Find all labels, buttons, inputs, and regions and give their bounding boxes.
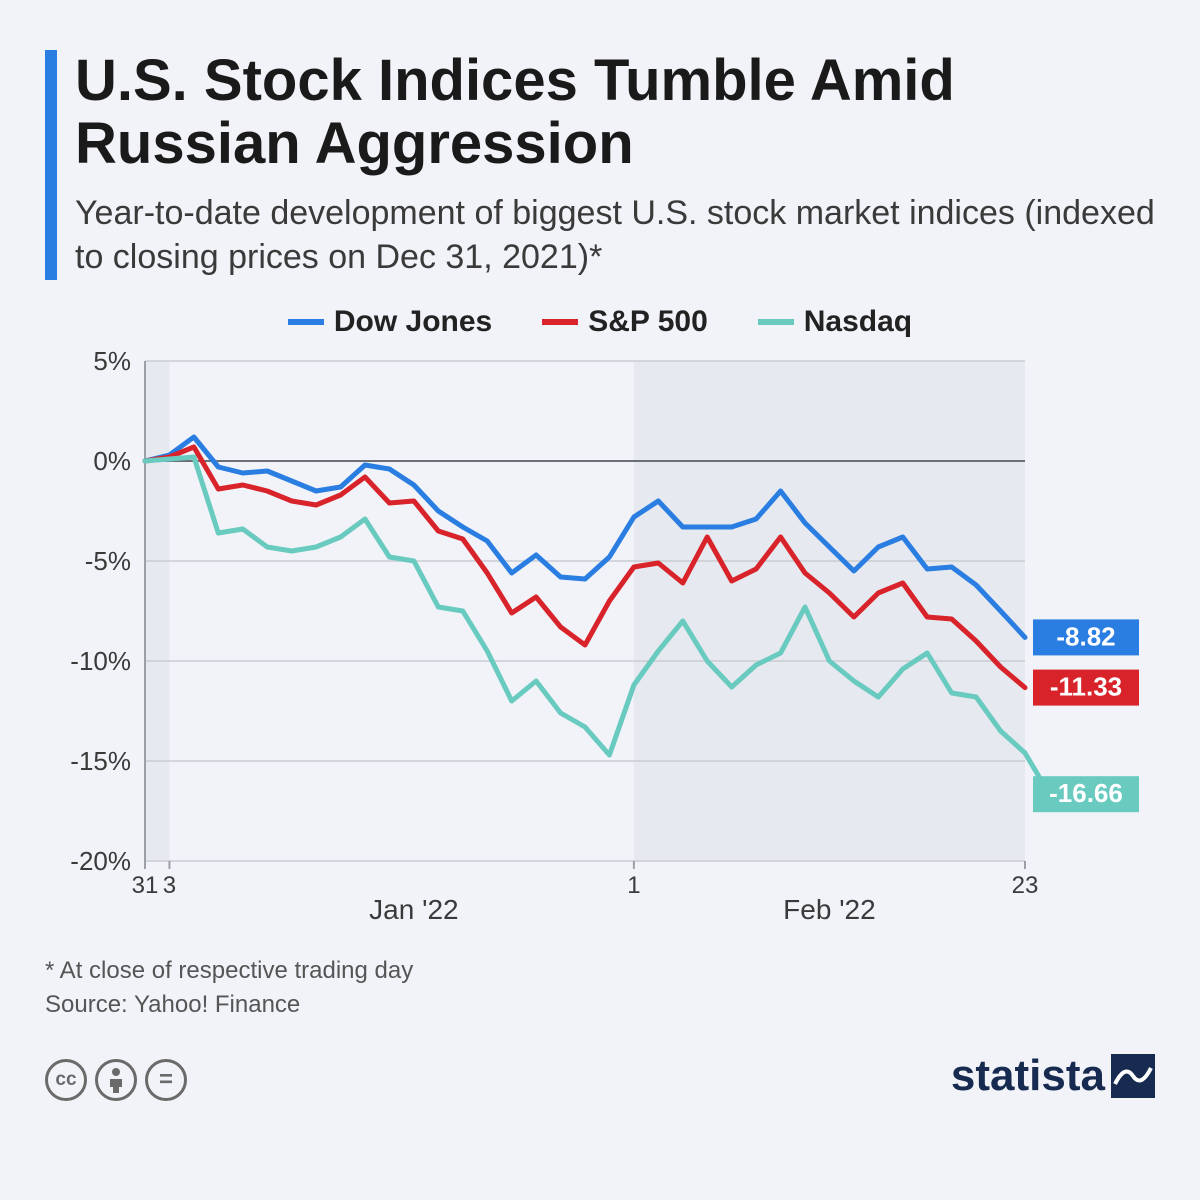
svg-text:-20%: -20% bbox=[70, 846, 131, 876]
by-icon bbox=[95, 1059, 137, 1101]
accent-bar bbox=[45, 50, 57, 280]
svg-text:-16.66: -16.66 bbox=[1049, 778, 1123, 808]
svg-text:-8.82: -8.82 bbox=[1056, 621, 1115, 651]
svg-text:-10%: -10% bbox=[70, 646, 131, 676]
svg-text:3: 3 bbox=[163, 872, 176, 899]
chart-title: U.S. Stock Indices Tumble Amid Russian A… bbox=[75, 50, 1155, 175]
footnote: * At close of respective trading day Sou… bbox=[45, 954, 1155, 1024]
legend-item-sp500: S&P 500 bbox=[542, 305, 708, 339]
cc-icon: cc bbox=[45, 1059, 87, 1101]
legend-label: Dow Jones bbox=[334, 305, 492, 339]
svg-text:0%: 0% bbox=[93, 446, 131, 476]
statista-wave-icon bbox=[1111, 1054, 1155, 1098]
line-chart: 5%0%-5%-10%-15%-20%313123Jan '22Feb '22-… bbox=[45, 351, 1155, 931]
legend-swatch bbox=[288, 319, 324, 325]
header: U.S. Stock Indices Tumble Amid Russian A… bbox=[45, 50, 1155, 280]
statista-logo: statista bbox=[951, 1051, 1155, 1101]
legend-label: S&P 500 bbox=[588, 305, 708, 339]
title-block: U.S. Stock Indices Tumble Amid Russian A… bbox=[75, 50, 1155, 280]
svg-text:Jan '22: Jan '22 bbox=[369, 894, 458, 925]
footnote-line: * At close of respective trading day bbox=[45, 954, 1155, 989]
legend-label: Nasdaq bbox=[804, 305, 912, 339]
source-line: Source: Yahoo! Finance bbox=[45, 988, 1155, 1023]
legend-item-dowjones: Dow Jones bbox=[288, 305, 492, 339]
chart-container: 5%0%-5%-10%-15%-20%313123Jan '22Feb '22-… bbox=[45, 351, 1155, 936]
svg-text:-11.33: -11.33 bbox=[1050, 671, 1122, 701]
svg-text:Feb '22: Feb '22 bbox=[783, 894, 876, 925]
chart-subtitle: Year-to-date development of biggest U.S.… bbox=[75, 191, 1155, 279]
legend-item-nasdaq: Nasdaq bbox=[758, 305, 912, 339]
nd-icon: = bbox=[145, 1059, 187, 1101]
svg-text:5%: 5% bbox=[93, 351, 131, 376]
svg-text:31: 31 bbox=[132, 872, 159, 899]
legend-swatch bbox=[758, 319, 794, 325]
legend-swatch bbox=[542, 319, 578, 325]
svg-text:-15%: -15% bbox=[70, 746, 131, 776]
svg-text:1: 1 bbox=[627, 872, 640, 899]
license-icons: cc = bbox=[45, 1059, 187, 1101]
legend: Dow Jones S&P 500 Nasdaq bbox=[45, 305, 1155, 339]
svg-text:23: 23 bbox=[1012, 872, 1039, 899]
footer: cc = statista bbox=[45, 1051, 1155, 1101]
person-icon bbox=[107, 1067, 125, 1093]
svg-text:-5%: -5% bbox=[85, 546, 131, 576]
